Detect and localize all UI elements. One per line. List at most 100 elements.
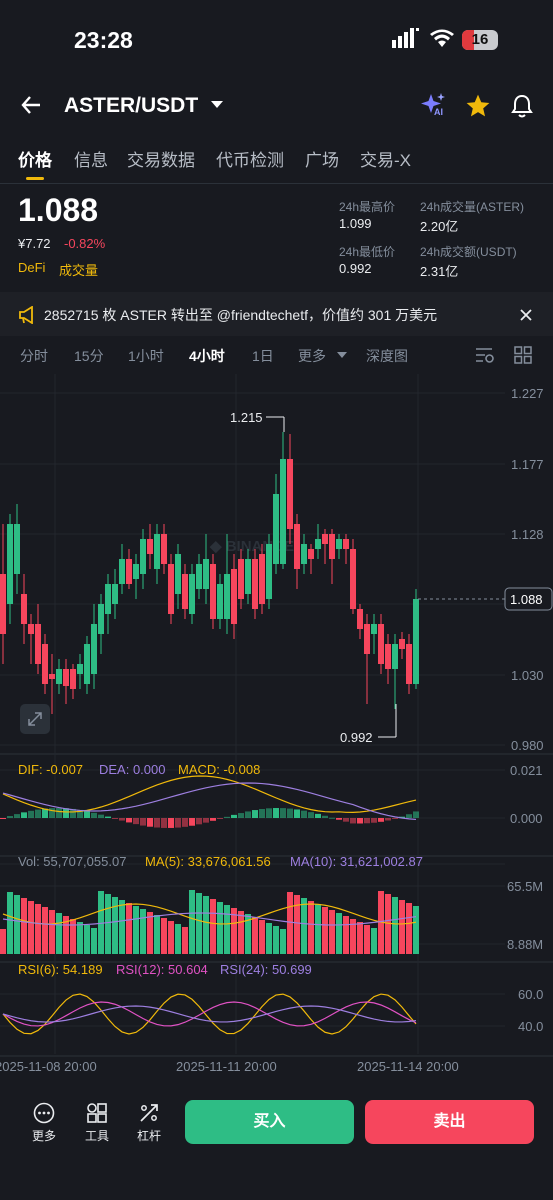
low-label: 24h最低价 — [339, 245, 396, 259]
volume-bar — [77, 922, 83, 954]
watermark-logo: ◆ BINANCE — [209, 538, 294, 555]
volume-bar — [336, 913, 342, 954]
candle-body — [42, 644, 48, 684]
macd-bar — [343, 818, 349, 822]
candle-body — [252, 559, 258, 609]
macd-bar — [98, 814, 104, 818]
date-axis-label: 2025-11-11 20:00 — [176, 1059, 277, 1074]
tab-token-check[interactable]: 代币检测 — [216, 151, 284, 170]
volume-bar — [203, 896, 209, 954]
volume-bar — [140, 909, 146, 954]
volume-bar — [245, 914, 251, 954]
volume-bar — [35, 904, 41, 954]
volume-bar — [287, 892, 293, 954]
candle-body — [210, 564, 216, 619]
macd-bar — [224, 816, 230, 818]
volume-bar — [392, 897, 398, 954]
current-price-tag: 1.088 — [510, 592, 543, 607]
interval-1h[interactable]: 1小时 — [128, 348, 164, 364]
buy-button[interactable]: 买入 — [185, 1100, 354, 1144]
interval-15m[interactable]: 15分 — [74, 348, 104, 364]
indicator-settings-icon[interactable] — [475, 346, 495, 364]
close-icon[interactable] — [520, 309, 532, 321]
caret-down-icon[interactable] — [337, 352, 347, 359]
macd-bar — [231, 814, 237, 818]
volume-ma5-label: MA(5): 33,676,061.56 — [145, 854, 271, 869]
notice-text[interactable]: 2852715 枚 ASTER 转出至 @friendtechetf，价值约 3… — [44, 307, 438, 323]
more-button[interactable]: 更多 — [24, 1102, 64, 1144]
ai-badge: AI — [434, 107, 443, 117]
candle-body — [301, 544, 307, 564]
rsi6-line — [2, 993, 417, 1035]
candle-body — [399, 639, 405, 649]
more-icon — [33, 1102, 55, 1124]
vol-base-label: 24h成交量(ASTER) — [420, 200, 525, 214]
interval-4h[interactable]: 4小时 — [189, 348, 225, 364]
volume-bar — [406, 903, 412, 954]
tab-trading-data[interactable]: 交易数据 — [127, 151, 195, 170]
macd-bar — [217, 818, 223, 819]
macd-bar — [322, 815, 328, 818]
tab-square[interactable]: 广场 — [305, 151, 339, 170]
star-icon[interactable] — [465, 93, 491, 119]
macd-bar — [364, 818, 370, 824]
volume-bar — [182, 927, 188, 954]
wifi-icon — [430, 29, 454, 47]
candle-body — [371, 624, 377, 634]
indicator-lines — [2, 775, 417, 1035]
macd-bar — [189, 818, 195, 826]
ai-assistant-button[interactable]: AI — [420, 92, 448, 120]
macd-bar — [378, 818, 384, 822]
volume-bar — [308, 901, 314, 954]
volume-bar — [301, 898, 307, 954]
leverage-button[interactable]: 杠杆 — [129, 1102, 169, 1144]
date-axis-label: 2025-11-08 20:00 — [0, 1059, 97, 1074]
high-value: 1.099 — [339, 216, 372, 231]
volume-bar — [385, 894, 391, 954]
candle-body — [350, 549, 356, 609]
tag-volume[interactable]: 成交量 — [59, 263, 99, 278]
interval-line[interactable]: 分时 — [20, 348, 48, 364]
macd-bar — [196, 818, 202, 825]
candle-body — [56, 669, 62, 684]
candle-body — [322, 534, 328, 544]
tools-button[interactable]: 工具 — [77, 1102, 117, 1144]
candle-body — [28, 624, 34, 634]
pair-title[interactable]: ASTER/USDT — [64, 94, 199, 117]
layout-grid-icon[interactable] — [514, 346, 532, 364]
volume-bar — [133, 906, 139, 954]
bell-icon[interactable] — [510, 93, 534, 119]
candle-body — [70, 669, 76, 689]
macd-bar — [329, 817, 335, 819]
kline-chart[interactable]: ◆ BINANCE 1.227 1.177 1.128 1.030 0.980 … — [0, 374, 553, 1094]
macd-bar — [91, 812, 97, 818]
sell-button[interactable]: 卖出 — [365, 1100, 534, 1144]
interval-depth[interactable]: 深度图 — [366, 348, 408, 364]
battery-indicator: 16 — [462, 30, 498, 50]
tools-label: 工具 — [84, 1129, 109, 1143]
notice-bar[interactable] — [0, 292, 553, 336]
tab-price[interactable]: 价格 — [18, 151, 52, 170]
volume-bar — [350, 919, 356, 954]
tag-defi[interactable]: DeFi — [18, 260, 46, 275]
vol-quote-value: 2.31亿 — [420, 264, 459, 279]
candle-body — [35, 624, 41, 664]
macd-bar — [413, 811, 419, 818]
macd-bar — [406, 814, 412, 818]
back-arrow-icon[interactable] — [20, 94, 42, 116]
caret-down-icon[interactable] — [211, 101, 223, 109]
current-price-tag-box — [504, 587, 553, 611]
candle-body — [147, 539, 153, 554]
macd-dif-line — [2, 775, 417, 813]
candle-body — [315, 539, 321, 549]
candle-body — [189, 574, 195, 614]
volume-bar — [413, 906, 419, 954]
leverage-icon — [140, 1104, 158, 1122]
tab-trade-x[interactable]: 交易-X — [360, 151, 411, 170]
candle-body — [7, 524, 13, 604]
interval-1d[interactable]: 1日 — [252, 348, 274, 364]
macd-bar — [112, 818, 118, 819]
tab-info[interactable]: 信息 — [74, 151, 108, 170]
candle-body — [182, 574, 188, 609]
interval-more[interactable]: 更多 — [298, 348, 326, 364]
